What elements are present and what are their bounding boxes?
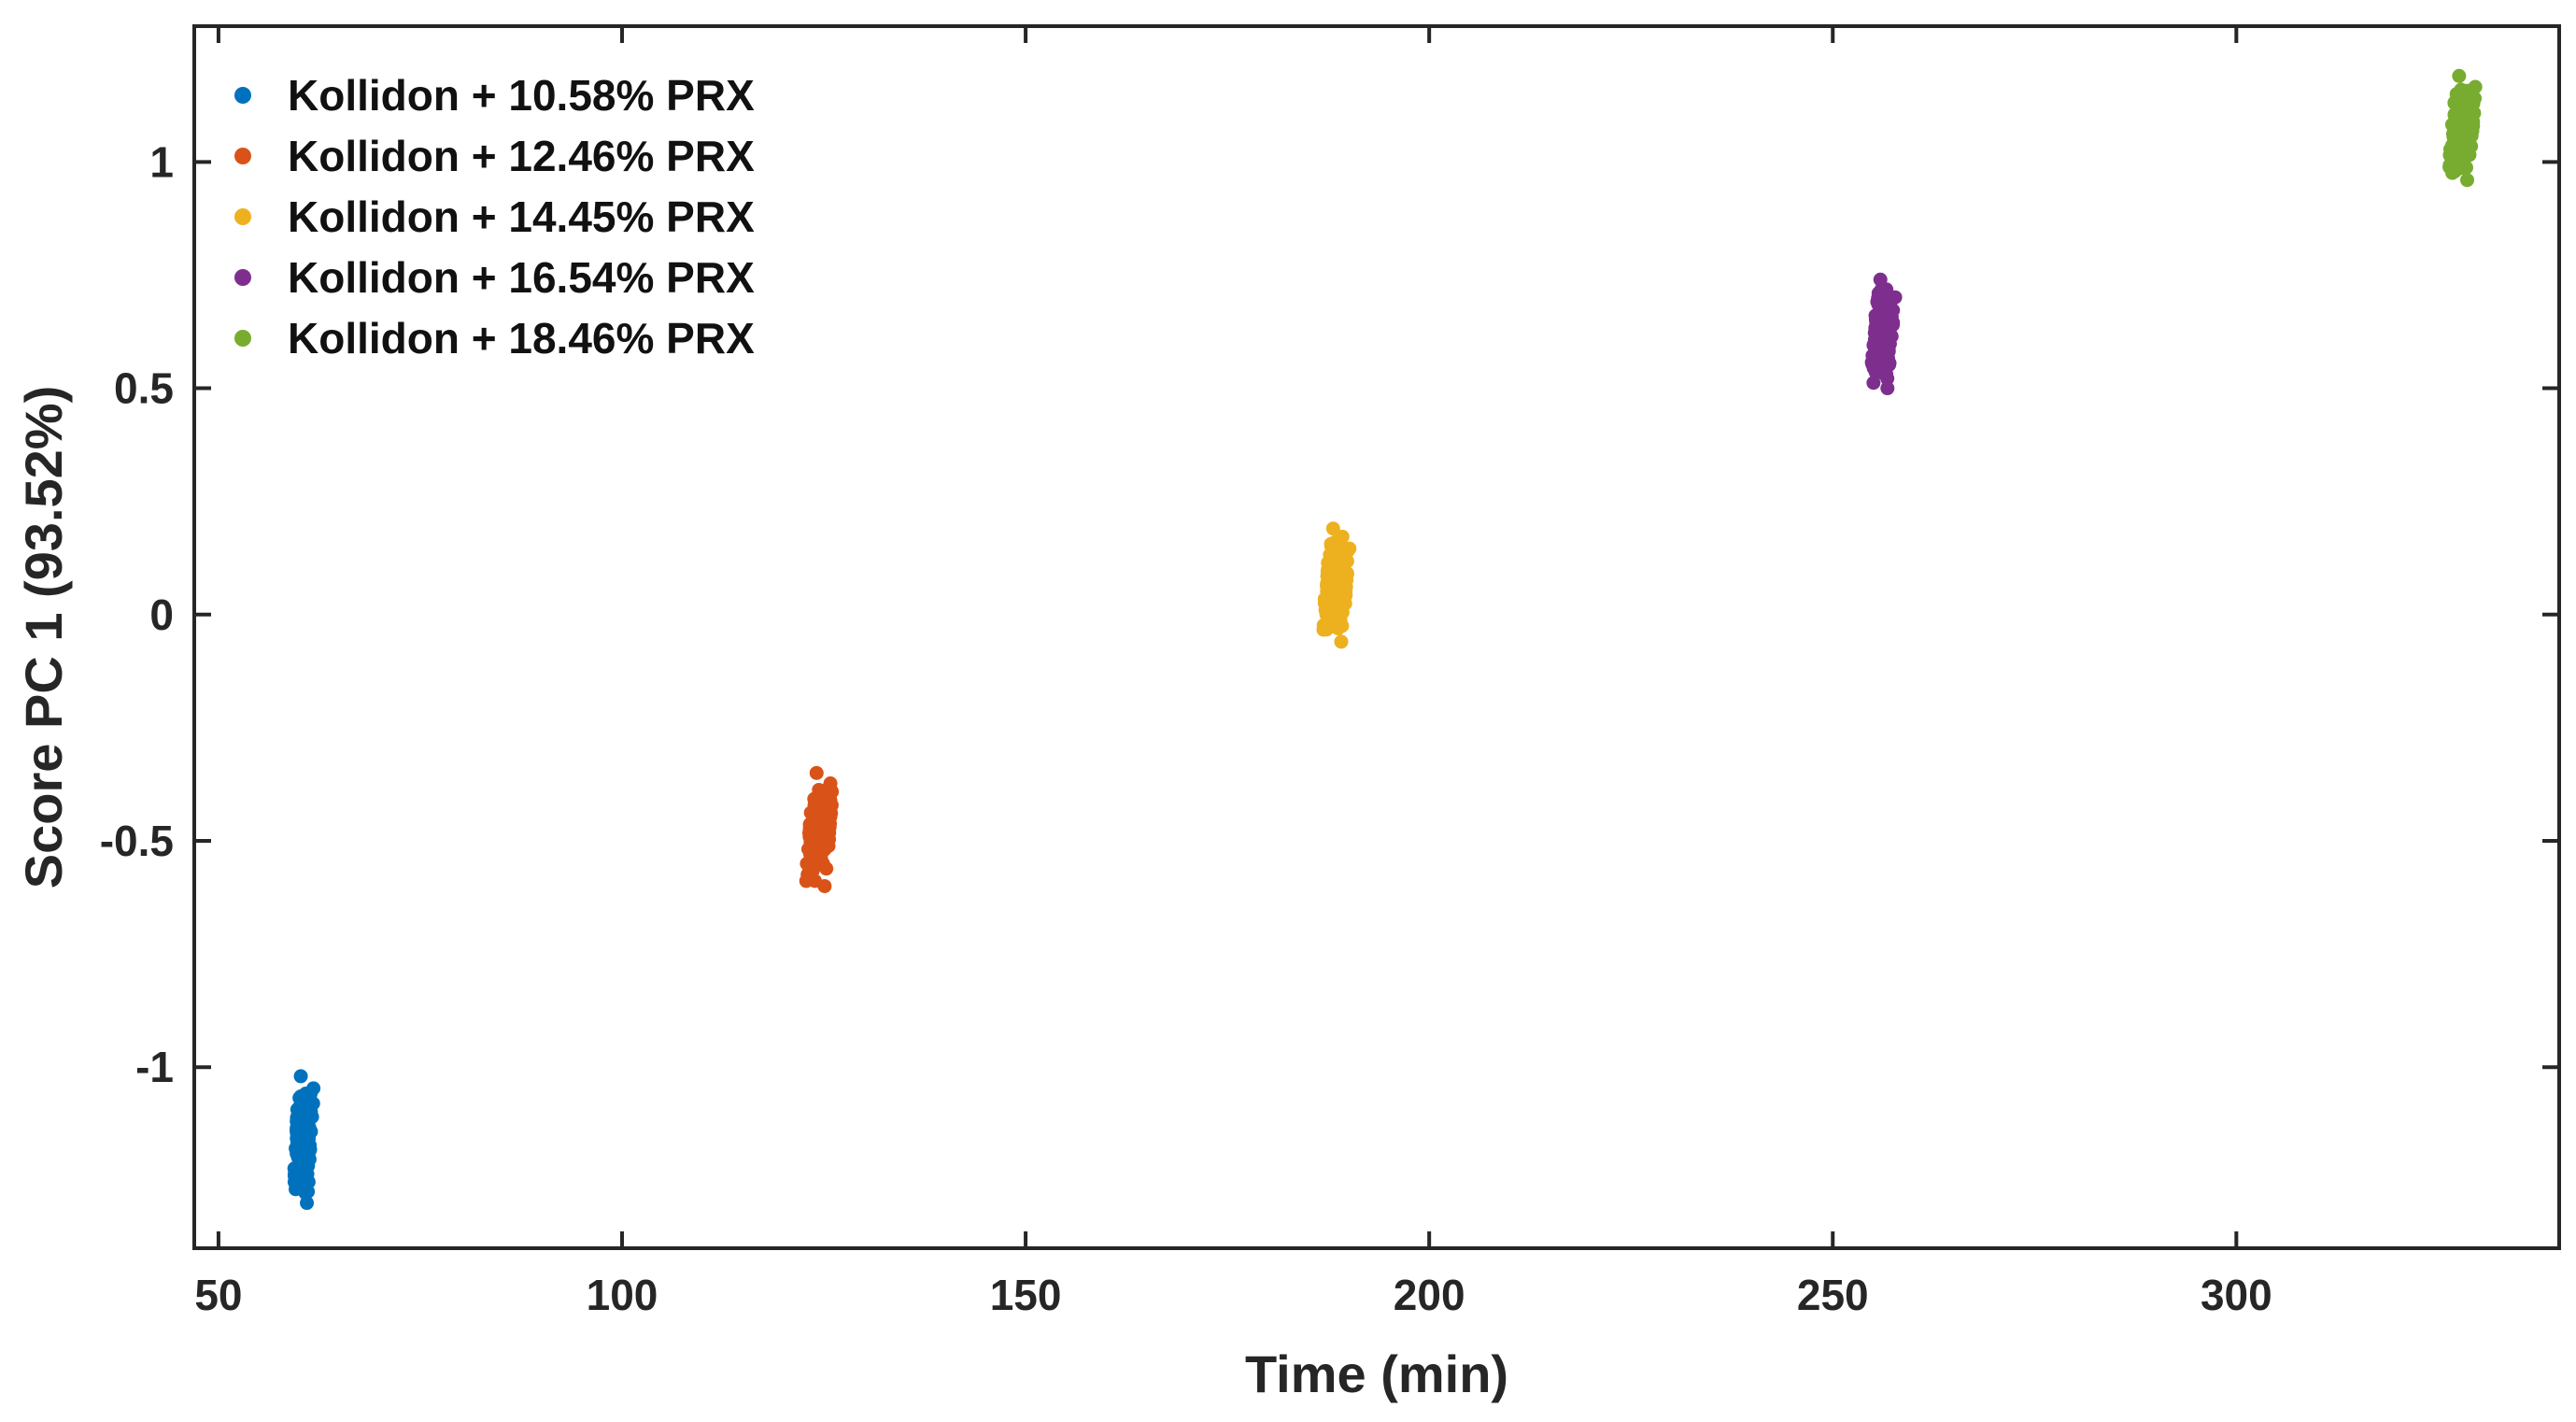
data-point xyxy=(290,1146,304,1161)
x-tick-label: 100 xyxy=(587,1271,658,1319)
series-5 xyxy=(2442,68,2483,188)
data-point xyxy=(2459,173,2474,188)
data-point xyxy=(1338,582,1353,597)
data-point xyxy=(819,809,834,824)
data-point xyxy=(289,1182,304,1197)
data-point xyxy=(799,874,814,889)
data-point xyxy=(1325,521,1340,536)
data-point xyxy=(1880,381,1895,396)
data-point xyxy=(2452,68,2467,83)
data-point xyxy=(1316,618,1331,633)
ticks-layer: 50 100 150 200 250 300 -1 -0.5 0 0.5 1 xyxy=(100,26,2559,1319)
legend: Kollidon + 10.58% PRX Kollidon + 12.46% P… xyxy=(234,71,755,363)
data-point xyxy=(809,841,824,856)
data-point xyxy=(1330,612,1345,627)
x-tick-label: 50 xyxy=(194,1271,242,1319)
x-tick-label: 300 xyxy=(2201,1271,2272,1319)
x-tick-label: 250 xyxy=(1797,1271,1869,1319)
data-point xyxy=(1873,272,1888,287)
legend-label: Kollidon + 12.46% PRX xyxy=(288,132,755,180)
data-point xyxy=(1883,292,1898,306)
data-point xyxy=(306,1081,321,1096)
points-layer xyxy=(287,68,2483,1211)
x-tick-label: 150 xyxy=(990,1271,1062,1319)
data-point xyxy=(295,1106,310,1121)
data-point xyxy=(1878,310,1893,325)
series-4 xyxy=(1864,272,1903,396)
legend-marker xyxy=(234,208,251,225)
data-point xyxy=(1874,283,1889,298)
legend-label: Kollidon + 14.45% PRX xyxy=(288,192,755,241)
legend-marker xyxy=(234,148,251,164)
data-point xyxy=(823,784,838,799)
y-tick-label: 0.5 xyxy=(114,364,174,413)
data-point xyxy=(821,822,836,837)
data-point xyxy=(1866,376,1881,391)
data-point xyxy=(1871,324,1886,339)
data-point xyxy=(296,1096,311,1111)
plot-frame xyxy=(192,24,2561,1250)
data-point xyxy=(817,878,832,893)
data-point xyxy=(1342,541,1357,556)
data-point xyxy=(293,1069,308,1084)
legend-marker xyxy=(234,330,251,347)
data-point xyxy=(1879,347,1894,362)
data-point xyxy=(2460,149,2475,164)
data-point xyxy=(802,829,817,844)
data-point xyxy=(291,1168,306,1183)
y-tick-label: 1 xyxy=(149,137,174,186)
data-point xyxy=(1334,634,1349,649)
data-point xyxy=(1328,553,1343,568)
series-3 xyxy=(1316,521,1357,649)
legend-label: Kollidon + 16.54% PRX xyxy=(288,253,755,302)
y-axis-title: Score PC 1 (93.52%) xyxy=(14,386,73,889)
data-point xyxy=(2450,151,2465,166)
data-point xyxy=(810,856,825,871)
data-point xyxy=(1873,361,1888,376)
y-tick-label: 0 xyxy=(149,590,174,639)
data-point xyxy=(300,1196,315,1211)
legend-label: Kollidon + 18.46% PRX xyxy=(288,314,755,363)
data-point xyxy=(1339,553,1354,568)
data-point xyxy=(809,765,824,780)
data-point xyxy=(807,809,822,824)
data-point xyxy=(2454,114,2469,129)
data-point xyxy=(1865,348,1880,363)
series-2 xyxy=(799,765,840,893)
series-1 xyxy=(287,1069,321,1211)
data-point xyxy=(2459,83,2474,98)
legend-marker xyxy=(234,269,251,286)
y-tick-label: -1 xyxy=(135,1043,174,1091)
data-point xyxy=(1323,571,1338,586)
data-point xyxy=(290,1125,304,1140)
y-tick-label: -0.5 xyxy=(100,817,174,865)
data-point xyxy=(1327,535,1342,550)
x-axis-title: Time (min) xyxy=(1245,1344,1508,1403)
x-tick-label: 200 xyxy=(1394,1271,1465,1319)
legend-label: Kollidon + 10.58% PRX xyxy=(288,71,755,120)
legend-marker xyxy=(234,87,251,104)
data-point xyxy=(814,794,828,809)
